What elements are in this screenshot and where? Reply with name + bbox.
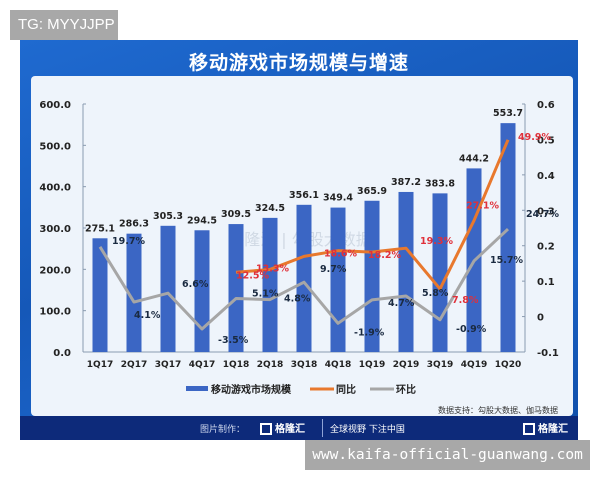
qoq-label: 5.1% xyxy=(252,289,279,300)
bar-label: 365.9 xyxy=(357,186,387,197)
legend-label: 移动游戏市场规模 xyxy=(211,383,292,396)
yoy-label: 13.3% xyxy=(256,263,289,274)
right-axis-tick: -0.1 xyxy=(537,348,559,359)
left-axis-tick: 400.0 xyxy=(39,183,71,194)
brand-logo-icon xyxy=(523,423,535,435)
x-axis-label: 4Q19 xyxy=(461,360,487,370)
bar-label: 387.2 xyxy=(391,177,421,188)
yoy-label: 18.2% xyxy=(368,250,401,261)
bar-label: 349.4 xyxy=(323,193,353,204)
qoq-line xyxy=(98,227,510,331)
legend-label: 同比 xyxy=(336,383,356,396)
qoq-label: 4.1% xyxy=(134,310,161,321)
x-axis-label: 1Q20 xyxy=(495,360,521,370)
yoy-label: 49.9% xyxy=(518,132,551,143)
qoq-label: 4.8% xyxy=(284,294,311,305)
watermark-top: TG: MYYJJPP xyxy=(10,10,118,40)
footer-slogan: 全球视野 下注中国 xyxy=(330,425,405,435)
x-axis-label: 4Q17 xyxy=(189,360,215,370)
bar-label: 275.1 xyxy=(85,223,115,234)
bar-label: 444.2 xyxy=(459,153,489,164)
left-axis-tick: 200.0 xyxy=(39,265,71,276)
qoq-label: -1.9% xyxy=(354,327,385,338)
bar-label: 294.5 xyxy=(187,215,217,226)
x-axis-label: 2Q17 xyxy=(121,360,147,370)
qoq-label: 5.8% xyxy=(422,288,449,299)
x-axis-label: 1Q17 xyxy=(87,360,113,370)
bar xyxy=(92,238,108,352)
bar xyxy=(432,193,448,352)
left-axis-tick: 600.0 xyxy=(39,100,71,111)
chart-title: 移动游戏市场规模与增速 xyxy=(188,52,409,74)
footer-brand: 格隆汇 xyxy=(260,420,305,435)
legend-label: 环比 xyxy=(396,383,416,396)
footer-maker: 图片制作： xyxy=(200,425,246,435)
left-axis-tick: 300.0 xyxy=(39,224,71,235)
footer-brand-right: 格隆汇 xyxy=(523,420,568,435)
x-axis-label: 3Q17 xyxy=(155,360,181,370)
bar-label: 324.5 xyxy=(255,203,285,214)
yoy-line xyxy=(235,139,510,291)
yoy-label: 18.6% xyxy=(324,249,357,260)
right-axis-tick: 0.5 xyxy=(537,135,555,146)
x-axis-label: 1Q19 xyxy=(359,360,385,370)
footer-divider xyxy=(322,419,323,437)
bar xyxy=(160,225,176,352)
yoy-label: 27.1% xyxy=(466,201,499,212)
x-axis-label: 2Q18 xyxy=(257,360,283,370)
right-axis-tick: 0.2 xyxy=(537,242,555,253)
bar-label: 286.3 xyxy=(119,219,149,230)
bar-label: 553.7 xyxy=(493,108,523,119)
qoq-label: 9.7% xyxy=(320,264,347,275)
right-axis-tick: 0.1 xyxy=(537,277,555,288)
qoq-label: 4.7% xyxy=(388,298,415,309)
brand-logo-icon xyxy=(260,423,272,435)
left-axis-tick: 500.0 xyxy=(39,141,71,152)
footer-bar: 图片制作： 格隆汇 全球视野 下注中国 格隆汇 xyxy=(20,416,578,440)
bar-label: 305.3 xyxy=(153,211,183,222)
yoy-label: 12.5% xyxy=(236,270,269,281)
bar xyxy=(228,224,244,352)
qoq-label: 6.6% xyxy=(182,279,209,290)
legend-swatch-bar xyxy=(186,386,208,391)
bar xyxy=(296,204,312,352)
right-axis-tick: 0.3 xyxy=(537,206,555,217)
right-axis-tick: 0 xyxy=(537,313,544,324)
bar xyxy=(500,123,516,353)
x-axis-label: 3Q19 xyxy=(427,360,453,370)
right-axis-tick: 0.4 xyxy=(537,171,555,182)
bar-label: 309.5 xyxy=(221,209,251,220)
qoq-label: 15.7% xyxy=(490,255,523,266)
bar xyxy=(398,191,414,352)
yoy-label: 7.8% xyxy=(452,295,479,306)
bar-label: 356.1 xyxy=(289,190,319,201)
qoq-label: 24.7% xyxy=(526,209,559,220)
x-axis-label: 2Q19 xyxy=(393,360,419,370)
x-axis-label: 1Q18 xyxy=(223,360,249,370)
qoq-label: 19.7% xyxy=(112,236,145,247)
data-source: 数据支持：勾股大数据、伽马数据 xyxy=(438,406,558,415)
right-axis-tick: 0.6 xyxy=(537,100,555,111)
qoq-label: -3.5% xyxy=(218,335,249,346)
bar xyxy=(194,230,210,352)
yoy-label: 19.3% xyxy=(420,236,453,247)
bar xyxy=(364,200,380,352)
bar xyxy=(262,217,278,352)
left-axis-tick: 0.0 xyxy=(53,348,71,359)
left-axis-tick: 100.0 xyxy=(39,307,71,318)
watermark-bottom: www.kaifa-official-guanwang.com xyxy=(305,440,590,470)
x-axis-label: 3Q18 xyxy=(291,360,317,370)
bar-label: 383.8 xyxy=(425,178,455,189)
qoq-label: -0.9% xyxy=(456,324,487,335)
bar xyxy=(330,207,346,352)
x-axis-label: 4Q18 xyxy=(325,360,351,370)
bar xyxy=(126,233,142,352)
